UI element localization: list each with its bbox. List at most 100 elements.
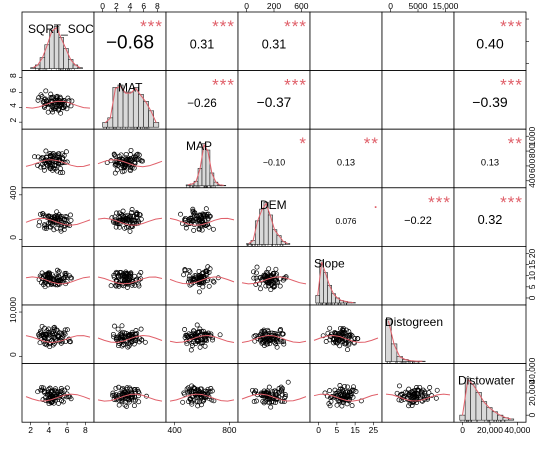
scatter-point: [46, 214, 52, 220]
scatter-point: [119, 398, 125, 403]
correlation-value: −0.26: [187, 97, 217, 110]
scatter-point: [209, 388, 215, 394]
scatter-point: [178, 211, 183, 217]
scatter-point: [191, 397, 197, 403]
panel-2-4: 0.13 **: [309, 128, 383, 189]
scatter-point: [198, 386, 203, 392]
scatter-point: [268, 287, 274, 293]
panel-frame: [381, 70, 455, 130]
tick-label: 4: [8, 103, 18, 108]
tick-label: 400: [527, 173, 537, 187]
scatter-point: [38, 280, 44, 285]
scatter-point: [54, 168, 60, 174]
scatter-point: [269, 399, 275, 405]
scatter-point: [119, 343, 125, 349]
panel-4-6: [453, 245, 527, 306]
scatter-point: [204, 332, 209, 338]
tick-label: 4: [47, 425, 52, 435]
panel-6-3: [237, 363, 311, 423]
smooth-line: [97, 217, 163, 226]
panel-4-0: [21, 245, 95, 306]
scatter-point: [52, 152, 58, 158]
scatter-point: [63, 270, 69, 276]
correlation-value: −0.68: [106, 32, 154, 53]
scatter-point: [123, 275, 129, 281]
scatter-point: [259, 392, 265, 398]
scatter-point: [217, 332, 223, 338]
scatter-point: [187, 397, 193, 403]
scatter-point: [119, 323, 125, 329]
scatter-point: [122, 163, 128, 169]
scatter-point: [124, 403, 129, 409]
hist-bar: [138, 94, 144, 128]
panel-frame: [381, 245, 455, 306]
panel-5-6: [453, 304, 527, 364]
tick-label: 600: [527, 159, 537, 173]
tick-label: 0: [244, 1, 249, 11]
smooth-line: [241, 393, 307, 402]
hist-bar: [77, 67, 83, 69]
scatter-point: [37, 219, 43, 225]
hist-bar: [30, 67, 36, 69]
scatter-point: [425, 395, 431, 401]
scatter-point: [323, 339, 329, 344]
scatter-point: [116, 153, 122, 159]
scatter-point: [196, 279, 202, 285]
panel-frame: [453, 11, 527, 71]
scatter-point: [282, 392, 288, 398]
scatter-point: [110, 331, 116, 337]
scatter-point: [346, 342, 352, 348]
panel-6-0: [21, 363, 95, 423]
scatter-point: [190, 206, 196, 212]
hist-bar: [276, 235, 282, 245]
scatter-point: [54, 393, 60, 399]
scatter-point: [65, 95, 71, 101]
scatter-point: [334, 402, 340, 408]
hist-bar: [148, 110, 154, 128]
scatter-point: [191, 328, 197, 334]
tick-label: 6: [65, 425, 70, 435]
scatter-point: [122, 330, 128, 336]
scatter-point: [116, 402, 122, 408]
panel-6-2: [165, 363, 239, 423]
hist-bar: [63, 48, 69, 69]
panel-layer: SQRT_SOC−0.68***0.31***0.31***0.40***MAT…: [21, 11, 527, 423]
scatter-point: [129, 207, 135, 212]
scatter-point: [198, 395, 204, 401]
scatter-point: [41, 167, 47, 173]
scatter-point: [60, 170, 66, 176]
scatter-point: [337, 343, 343, 349]
scatter-point: [45, 101, 51, 107]
scatter-point: [116, 283, 122, 289]
scatter-point: [340, 392, 346, 398]
scatter-point: [202, 343, 208, 349]
smooth-line: [25, 100, 91, 109]
scatter-point: [188, 215, 194, 221]
smooth-line: [313, 334, 379, 343]
scatter-point: [124, 385, 130, 391]
scatter-point: [48, 95, 54, 100]
scatter-point: [129, 210, 134, 215]
scatter-point: [59, 156, 65, 162]
scatter-point: [37, 211, 43, 217]
scatter-point: [132, 160, 138, 166]
correlation-value: 0.13: [337, 158, 355, 168]
hist-bar: [390, 343, 398, 362]
panel-1-4: [309, 70, 383, 130]
panel-frame: [453, 245, 527, 306]
scatter-point: [59, 339, 65, 345]
scatter-point: [259, 330, 265, 336]
scatter-point: [50, 334, 56, 340]
smooth-line: [25, 276, 91, 285]
smooth-line: [169, 217, 235, 226]
scatter-point: [119, 386, 125, 392]
scatter-point: [55, 106, 61, 112]
tick-label: 400: [8, 185, 18, 199]
smooth-line: [169, 276, 235, 285]
scatter-point: [43, 88, 49, 94]
scatter-point: [266, 384, 272, 390]
significance-stars: ***: [500, 76, 523, 95]
scatter-point: [42, 272, 48, 278]
